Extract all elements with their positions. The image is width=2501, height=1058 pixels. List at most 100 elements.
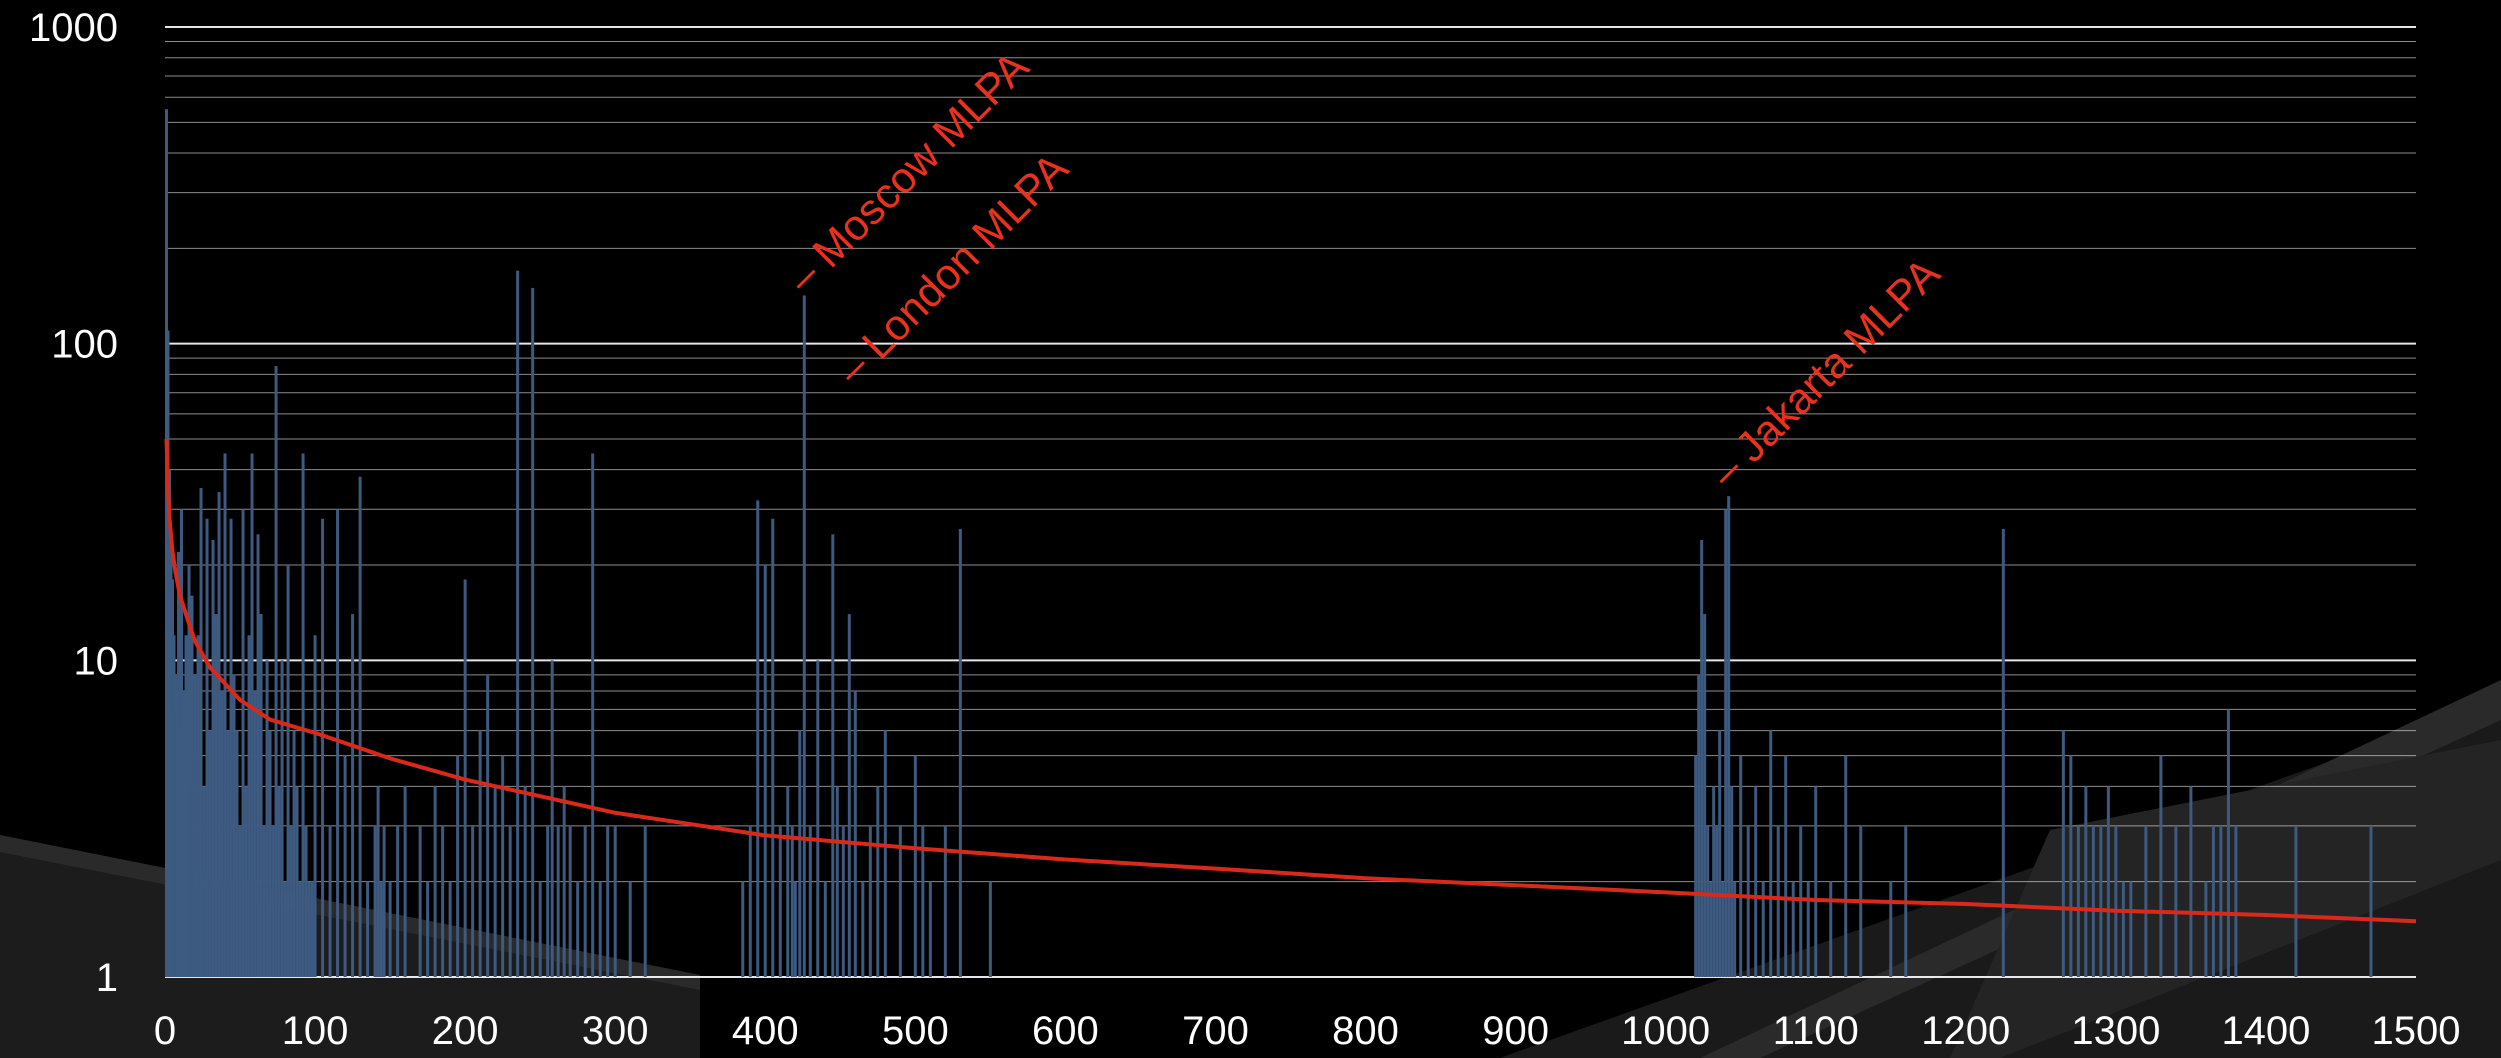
bar <box>193 674 197 977</box>
bar <box>376 786 380 977</box>
y-tick-label: 10 <box>74 639 119 683</box>
bar <box>556 825 560 977</box>
bar <box>195 881 199 977</box>
bar <box>382 825 386 977</box>
bar <box>2114 825 2118 977</box>
x-tick-label: 400 <box>732 1009 799 1053</box>
bar <box>478 730 482 977</box>
bar <box>847 614 851 977</box>
x-tick-label: 800 <box>1332 1009 1399 1053</box>
bar <box>1733 881 1737 977</box>
bar <box>523 786 527 977</box>
bar <box>808 825 812 977</box>
bar <box>379 881 383 977</box>
bar <box>262 825 266 977</box>
bar <box>2084 786 2088 977</box>
bar <box>1724 509 1728 977</box>
annotation-label: – Moscow MLPA <box>778 42 1038 302</box>
bar <box>1727 496 1731 977</box>
bar <box>1844 755 1848 977</box>
bar <box>2144 825 2148 977</box>
bar <box>253 691 257 977</box>
bar <box>244 786 248 977</box>
bar <box>748 825 752 977</box>
bar <box>861 881 865 977</box>
bar <box>250 453 254 978</box>
bar <box>168 469 172 977</box>
bar <box>562 786 566 977</box>
bar <box>853 691 857 977</box>
bar <box>286 565 290 977</box>
bar <box>441 825 445 977</box>
bar <box>186 755 190 977</box>
x-tick-label: 600 <box>1032 1009 1099 1053</box>
bar <box>1791 881 1795 977</box>
bar <box>165 109 169 977</box>
bar <box>2234 825 2238 977</box>
bar <box>373 825 377 977</box>
bar <box>181 691 185 977</box>
bar <box>298 881 302 977</box>
bar <box>823 881 827 977</box>
bar <box>1776 825 1780 977</box>
bar <box>265 660 269 977</box>
bar <box>358 476 362 977</box>
bar <box>187 565 191 977</box>
bar <box>211 539 215 977</box>
bar <box>226 730 230 977</box>
grid-lines <box>165 26 2416 978</box>
bar <box>786 786 790 977</box>
bar <box>921 825 925 977</box>
bar <box>1889 881 1893 977</box>
bar <box>841 825 845 977</box>
bar <box>205 518 209 977</box>
x-tick-label: 1300 <box>2071 1009 2160 1053</box>
bar <box>778 825 782 977</box>
bar <box>169 534 173 977</box>
bar <box>202 786 206 977</box>
bar <box>576 881 580 977</box>
bar <box>508 825 512 977</box>
bar <box>598 881 602 977</box>
bar <box>2294 825 2298 977</box>
bar <box>2076 825 2080 977</box>
bar <box>868 825 872 977</box>
bar <box>516 270 520 977</box>
bar <box>268 730 272 977</box>
bar <box>943 825 947 977</box>
bar <box>289 825 293 977</box>
bar-series <box>165 109 2373 978</box>
bar <box>2069 755 2073 977</box>
bar <box>313 635 317 977</box>
bar <box>628 881 632 977</box>
bar <box>271 825 275 977</box>
bar <box>321 518 325 977</box>
bar <box>1715 825 1719 977</box>
bar <box>403 786 407 977</box>
bar <box>1718 730 1722 977</box>
x-tick-label: 100 <box>282 1009 349 1053</box>
bar <box>771 518 775 977</box>
bar <box>2189 786 2193 977</box>
bar <box>274 366 278 977</box>
bar <box>292 730 296 977</box>
bar <box>304 825 308 977</box>
bar <box>214 614 218 977</box>
bar <box>606 825 610 977</box>
bar <box>1721 881 1725 977</box>
bar <box>177 551 181 977</box>
bar <box>183 730 187 977</box>
bar <box>180 509 184 977</box>
bar <box>790 825 794 977</box>
bar <box>2091 825 2095 977</box>
bar <box>591 453 595 978</box>
bar <box>247 635 251 977</box>
bar <box>1746 825 1750 977</box>
bar <box>643 825 647 977</box>
bar <box>493 786 497 977</box>
bar <box>366 881 370 977</box>
bar <box>1706 825 1710 977</box>
bar <box>280 660 284 977</box>
bar <box>166 330 170 978</box>
bar <box>2174 825 2178 977</box>
